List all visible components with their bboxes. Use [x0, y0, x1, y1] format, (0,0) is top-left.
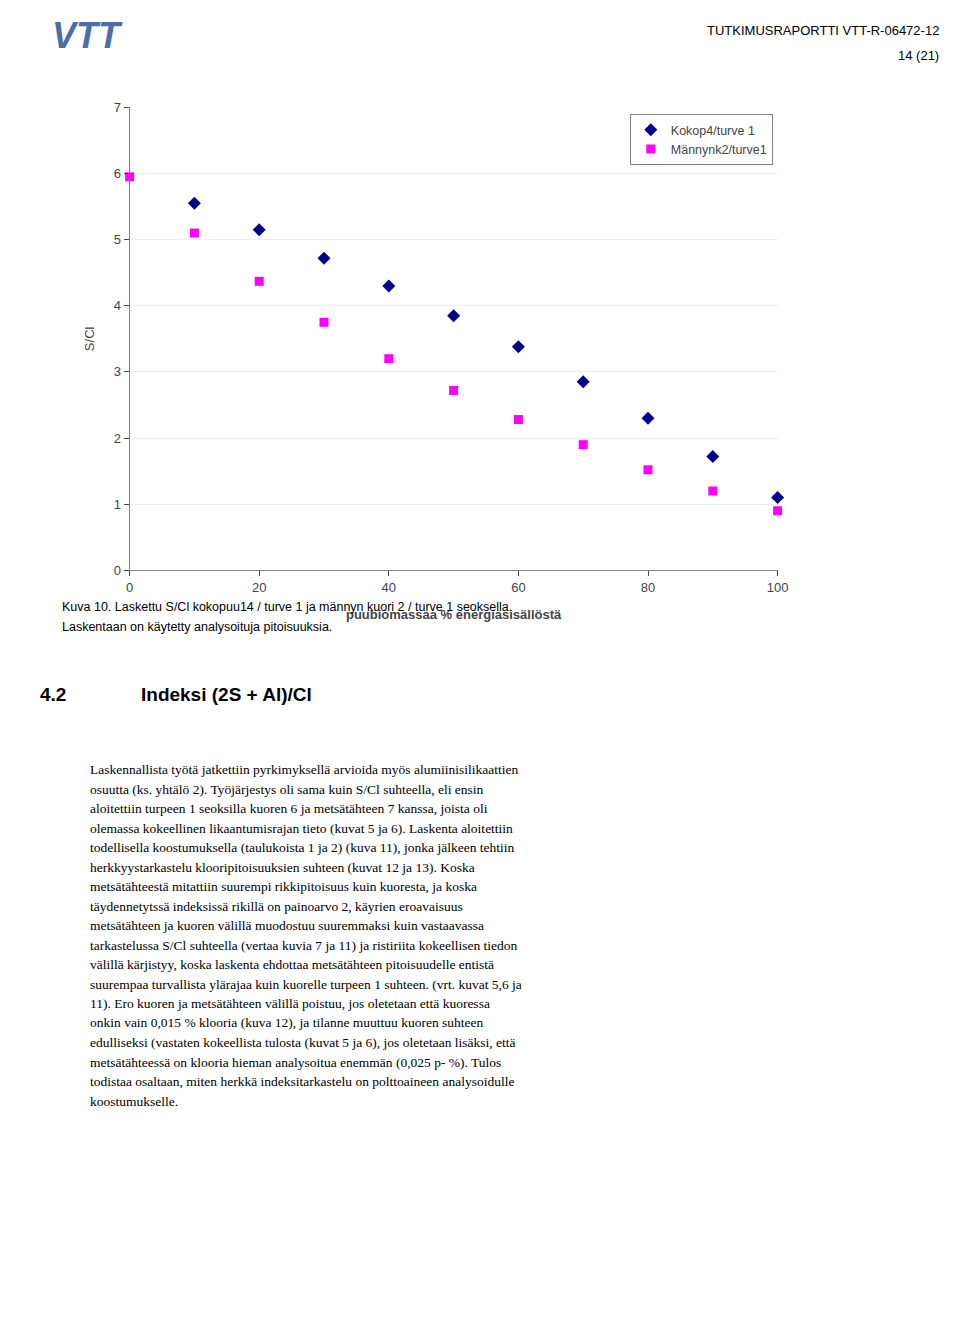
svg-text:4.2: 4.2 — [40, 684, 66, 705]
svg-text:välillä kärjistyy, koska laske: välillä kärjistyy, koska laskenta ehdott… — [90, 957, 494, 972]
svg-text:0: 0 — [114, 563, 121, 578]
svg-text:Indeksi (2S + Al)/Cl: Indeksi (2S + Al)/Cl — [141, 684, 312, 705]
svg-text:11). Ero kuoren ja metsätähtee: 11). Ero kuoren ja metsätähteen välillä … — [90, 996, 490, 1011]
svg-text:40: 40 — [382, 580, 396, 595]
svg-text:edulliseksi (vastaten kokeelli: edulliseksi (vastaten kokeellista tulost… — [90, 1035, 516, 1050]
svg-text:Laskentaan on käytetty analyso: Laskentaan on käytetty analysoituja pito… — [62, 620, 332, 634]
svg-text:TUTKIMUSRAPORTTI VTT-R-06472-1: TUTKIMUSRAPORTTI VTT-R-06472-12 — [707, 23, 939, 38]
svg-text:koostumukselle.: koostumukselle. — [90, 1094, 178, 1109]
svg-text:Kuva 10. Laskettu S/Cl kokopuu: Kuva 10. Laskettu S/Cl kokopuu14 / turve… — [62, 600, 512, 614]
svg-text:osuutta (ks. yhtälö 2). Työjär: osuutta (ks. yhtälö 2). Työjärjestys oli… — [90, 782, 484, 797]
svg-text:aloitettiin turpeen 1 seoksill: aloitettiin turpeen 1 seoksilla kuoren 6… — [90, 801, 488, 816]
svg-text:metsätähteestä mitattiin suure: metsätähteestä mitattiin suurempi rikkip… — [90, 879, 477, 894]
svg-text:1: 1 — [114, 497, 121, 512]
svg-text:60: 60 — [511, 580, 525, 595]
svg-text:3: 3 — [114, 364, 121, 379]
svg-text:tarkastelussa S/Cl suhteella (: tarkastelussa S/Cl suhteella (vertaa kuv… — [90, 938, 518, 953]
svg-text:metsätähteen ja kuoren välillä: metsätähteen ja kuoren välillä muodostuu… — [90, 918, 484, 933]
svg-text:VTT: VTT — [52, 15, 123, 56]
svg-text:olemassa kokeellinen likaantum: olemassa kokeellinen likaantumisrajan ti… — [90, 821, 513, 836]
svg-text:2: 2 — [114, 431, 121, 446]
svg-text:80: 80 — [641, 580, 655, 595]
svg-text:onkin vain 0,015 % klooria (ku: onkin vain 0,015 % klooria (kuva 12), ja… — [90, 1015, 484, 1030]
svg-text:5: 5 — [114, 232, 121, 247]
svg-text:Laskennallista työtä jatkettii: Laskennallista työtä jatkettiin pyrkimyk… — [90, 762, 518, 777]
svg-text:0: 0 — [126, 580, 133, 595]
svg-text:7: 7 — [114, 100, 121, 115]
svg-text:herkkyystarkastelu klooripitoi: herkkyystarkastelu klooripitoisuuksien s… — [90, 860, 475, 875]
svg-text:Kokop4/turve 1: Kokop4/turve 1 — [671, 124, 755, 138]
svg-text:20: 20 — [252, 580, 266, 595]
svg-text:6: 6 — [114, 166, 121, 181]
svg-text:S/Cl: S/Cl — [82, 326, 97, 351]
svg-text:todellisella koostumuksella (t: todellisella koostumuksella (taulukoista… — [90, 840, 515, 855]
svg-text:100: 100 — [767, 580, 789, 595]
svg-text:4: 4 — [114, 298, 121, 313]
svg-text:täydennetytssä indeksissä riki: täydennetytssä indeksissä rikillä on pai… — [90, 899, 463, 914]
svg-text:suurempaa turvallista ylärajaa: suurempaa turvallista ylärajaa kuin kuor… — [90, 977, 522, 992]
svg-text:puubiomassaa % energiasisällös: puubiomassaa % energiasisällöstä — [346, 607, 562, 622]
svg-text:metsätähteessä on klooria hiem: metsätähteessä on klooria hieman analyso… — [90, 1055, 501, 1070]
svg-text:todistaa osaltaan, miten herkk: todistaa osaltaan, miten herkkä indeksit… — [90, 1074, 514, 1089]
svg-text:Männynk2/turve1: Männynk2/turve1 — [671, 143, 767, 157]
svg-text:14 (21): 14 (21) — [898, 48, 939, 63]
